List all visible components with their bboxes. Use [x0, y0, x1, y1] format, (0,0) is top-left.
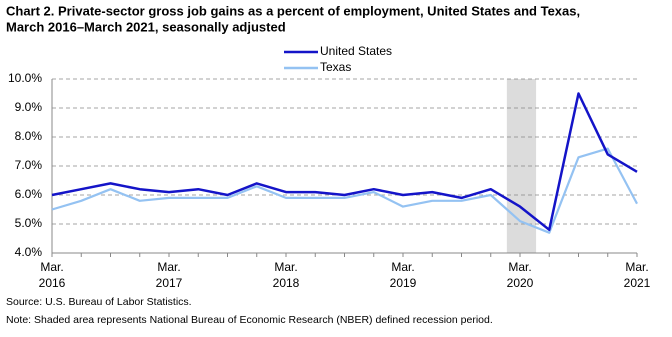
legend-label: Texas [320, 60, 351, 74]
chart-title: March 2016–March 2021, seasonally adjust… [6, 19, 286, 34]
y-tick-label: 10.0% [8, 71, 42, 85]
series-line [51, 92, 638, 232]
y-tick-label: 4.0% [15, 245, 43, 259]
chart-title: Chart 2. Private-sector gross job gains … [6, 3, 580, 18]
y-tick-label: 5.0% [15, 216, 43, 230]
x-tick-label: Mar. 2020 [507, 260, 534, 290]
y-tick-label: 6.0% [15, 187, 43, 201]
y-tick-label: 8.0% [15, 129, 43, 143]
x-tick-label: Mar. 2019 [390, 260, 417, 290]
series-line [51, 147, 638, 234]
x-tick-label: Mar. 2017 [156, 260, 183, 290]
legend-label: United States [320, 44, 392, 58]
x-tick-label: Mar. 2016 [39, 260, 66, 290]
y-tick-label: 9.0% [15, 100, 43, 114]
recession-note: Note: Shaded area represents National Bu… [6, 314, 493, 326]
y-tick-label: 7.0% [15, 158, 43, 172]
source-note: Source: U.S. Bureau of Labor Statistics. [6, 296, 192, 308]
x-tick-label: Mar. 2018 [273, 260, 300, 290]
x-tick-label: Mar. 2021 [624, 260, 651, 290]
